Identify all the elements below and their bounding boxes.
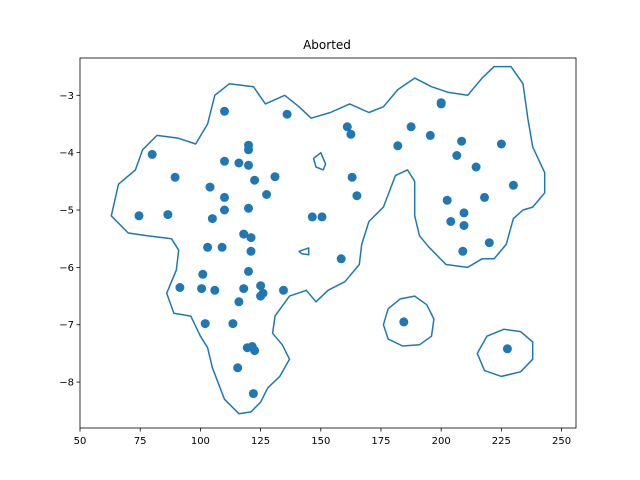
data-point <box>452 151 462 160</box>
data-point <box>459 221 469 230</box>
data-point <box>458 246 468 256</box>
data-point <box>317 212 327 222</box>
points-layer <box>134 98 518 399</box>
contour-line <box>476 328 534 378</box>
data-point <box>234 158 244 168</box>
data-point <box>307 212 317 222</box>
data-point <box>198 269 208 279</box>
data-point <box>246 246 256 256</box>
data-point <box>256 291 266 301</box>
data-point <box>200 319 210 329</box>
data-point <box>282 109 292 119</box>
data-point <box>352 191 362 201</box>
data-point <box>220 205 229 215</box>
data-point <box>205 182 215 192</box>
data-point <box>207 214 217 224</box>
data-point <box>406 122 416 132</box>
x-tick-label: 150 <box>311 436 330 447</box>
data-point <box>170 172 180 182</box>
data-point <box>262 190 272 199</box>
contour-line <box>298 247 310 256</box>
data-point <box>228 319 238 329</box>
data-point <box>399 317 409 327</box>
data-point <box>484 238 494 248</box>
contour-line <box>382 295 435 347</box>
x-tick-label: 225 <box>492 436 511 447</box>
x-tick-label: 175 <box>371 436 390 447</box>
data-point <box>233 363 243 373</box>
data-point <box>250 346 260 356</box>
contour-line <box>110 65 546 415</box>
y-tick-label: −5 <box>59 206 74 217</box>
x-tick-label: 250 <box>552 436 571 447</box>
contour-line <box>312 151 327 171</box>
data-point <box>234 297 244 307</box>
data-point <box>471 162 481 172</box>
data-point <box>244 160 253 170</box>
data-point <box>197 284 207 294</box>
data-point <box>336 254 346 264</box>
data-point <box>425 130 435 140</box>
data-point <box>134 211 144 221</box>
data-point <box>220 156 229 166</box>
y-tick-label: −7 <box>59 320 74 331</box>
data-point <box>239 229 249 239</box>
data-point <box>175 283 185 292</box>
data-point <box>446 217 456 226</box>
data-point <box>246 233 256 243</box>
data-point <box>203 242 213 252</box>
data-point <box>459 208 469 218</box>
data-point <box>244 203 253 213</box>
data-point <box>163 210 173 220</box>
data-point <box>270 172 280 182</box>
data-point <box>217 242 227 252</box>
data-point <box>502 344 512 354</box>
data-point <box>393 141 403 151</box>
data-point <box>346 129 356 139</box>
plot-frame <box>79 57 577 429</box>
x-tick-label: 200 <box>432 436 451 447</box>
y-tick-label: −6 <box>59 263 74 274</box>
data-point <box>244 145 253 155</box>
data-point <box>480 192 489 202</box>
data-point <box>436 99 446 109</box>
data-point <box>147 149 157 159</box>
data-point <box>250 175 260 185</box>
contour-layer <box>110 65 546 415</box>
data-point <box>347 172 357 182</box>
data-point <box>220 192 229 202</box>
x-tick-label: 125 <box>251 436 270 447</box>
y-tick-label: −8 <box>59 378 74 389</box>
data-point <box>256 281 266 291</box>
x-tick-label: 75 <box>134 436 147 447</box>
y-axis-ticks: −8 −7 −6 −5 −4 −3 <box>59 91 80 389</box>
data-point <box>248 389 258 399</box>
x-axis-ticks: 50 75 100 125 150 175 200 225 250 <box>74 428 571 447</box>
x-tick-label: 100 <box>191 436 210 447</box>
data-point <box>210 285 220 295</box>
data-point <box>244 266 253 276</box>
data-point <box>220 106 229 116</box>
y-tick-label: −4 <box>59 148 74 159</box>
x-tick-label: 50 <box>74 436 87 447</box>
chart-title: Aborted <box>303 38 351 52</box>
y-tick-label: −3 <box>59 91 74 102</box>
data-point <box>508 180 518 190</box>
data-point <box>239 284 249 294</box>
data-point <box>279 285 288 295</box>
data-point <box>342 122 352 132</box>
data-point <box>496 139 506 149</box>
data-point <box>457 136 467 146</box>
data-point <box>442 195 452 205</box>
